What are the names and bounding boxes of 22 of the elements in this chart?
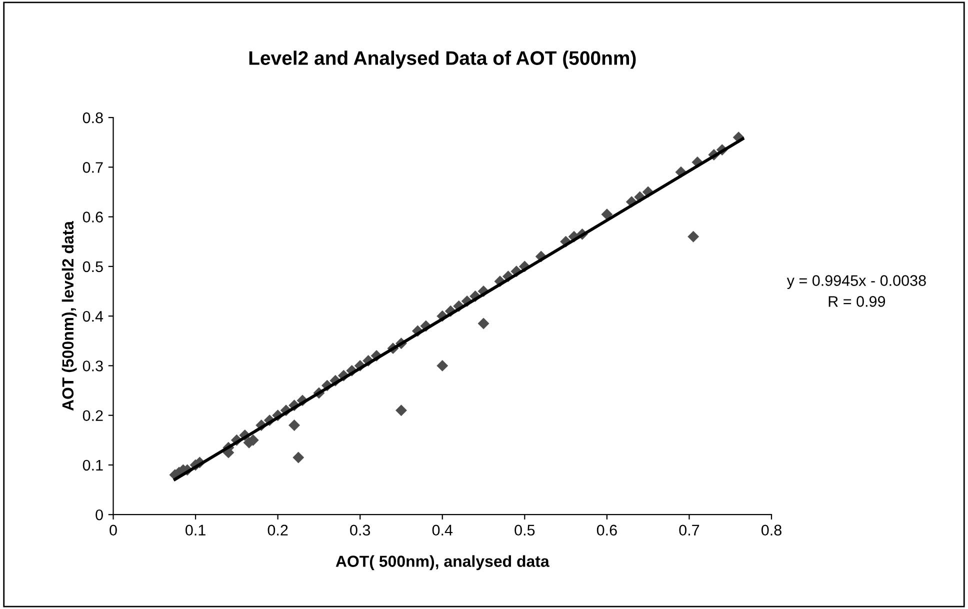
y-tick-label: 0.4 <box>82 310 104 322</box>
x-tick-label: 0 <box>110 524 117 536</box>
y-tick-label: 0.6 <box>82 212 103 222</box>
y-tick-label: 0.1 <box>82 460 103 471</box>
y-axis-title: AOT (500nm), level2 data <box>62 220 77 411</box>
x-axis-title: AOT( 500nm), analysed data <box>336 555 550 570</box>
y-tick-label: 0.2 <box>82 410 103 422</box>
text: y = 0.9945x - 0.0038 R = 0.99 <box>786 275 926 307</box>
x-tick-label: 0.8 <box>761 524 782 536</box>
x-tick-label: 0.2 <box>268 524 288 536</box>
y-tick-label: 0.7 <box>82 162 103 173</box>
chart-title: Level2 and Analysed Data of AOT (500nm) <box>249 50 636 69</box>
y-tick-label: 0 <box>96 509 103 520</box>
x-tick-label: 0.7 <box>679 524 700 536</box>
x-tick-label: 0.1 <box>186 524 206 536</box>
y-tick-label: 0.5 <box>82 261 103 272</box>
x-tick-label: 0.6 <box>596 524 617 536</box>
y-tick-label: 0.8 <box>82 112 103 124</box>
y-tick-label: 0.3 <box>82 360 103 372</box>
x-tick-label: 0.3 <box>350 524 370 536</box>
x-tick-label: 0.4 <box>432 524 453 536</box>
x-tick-label: 0.5 <box>514 524 535 536</box>
